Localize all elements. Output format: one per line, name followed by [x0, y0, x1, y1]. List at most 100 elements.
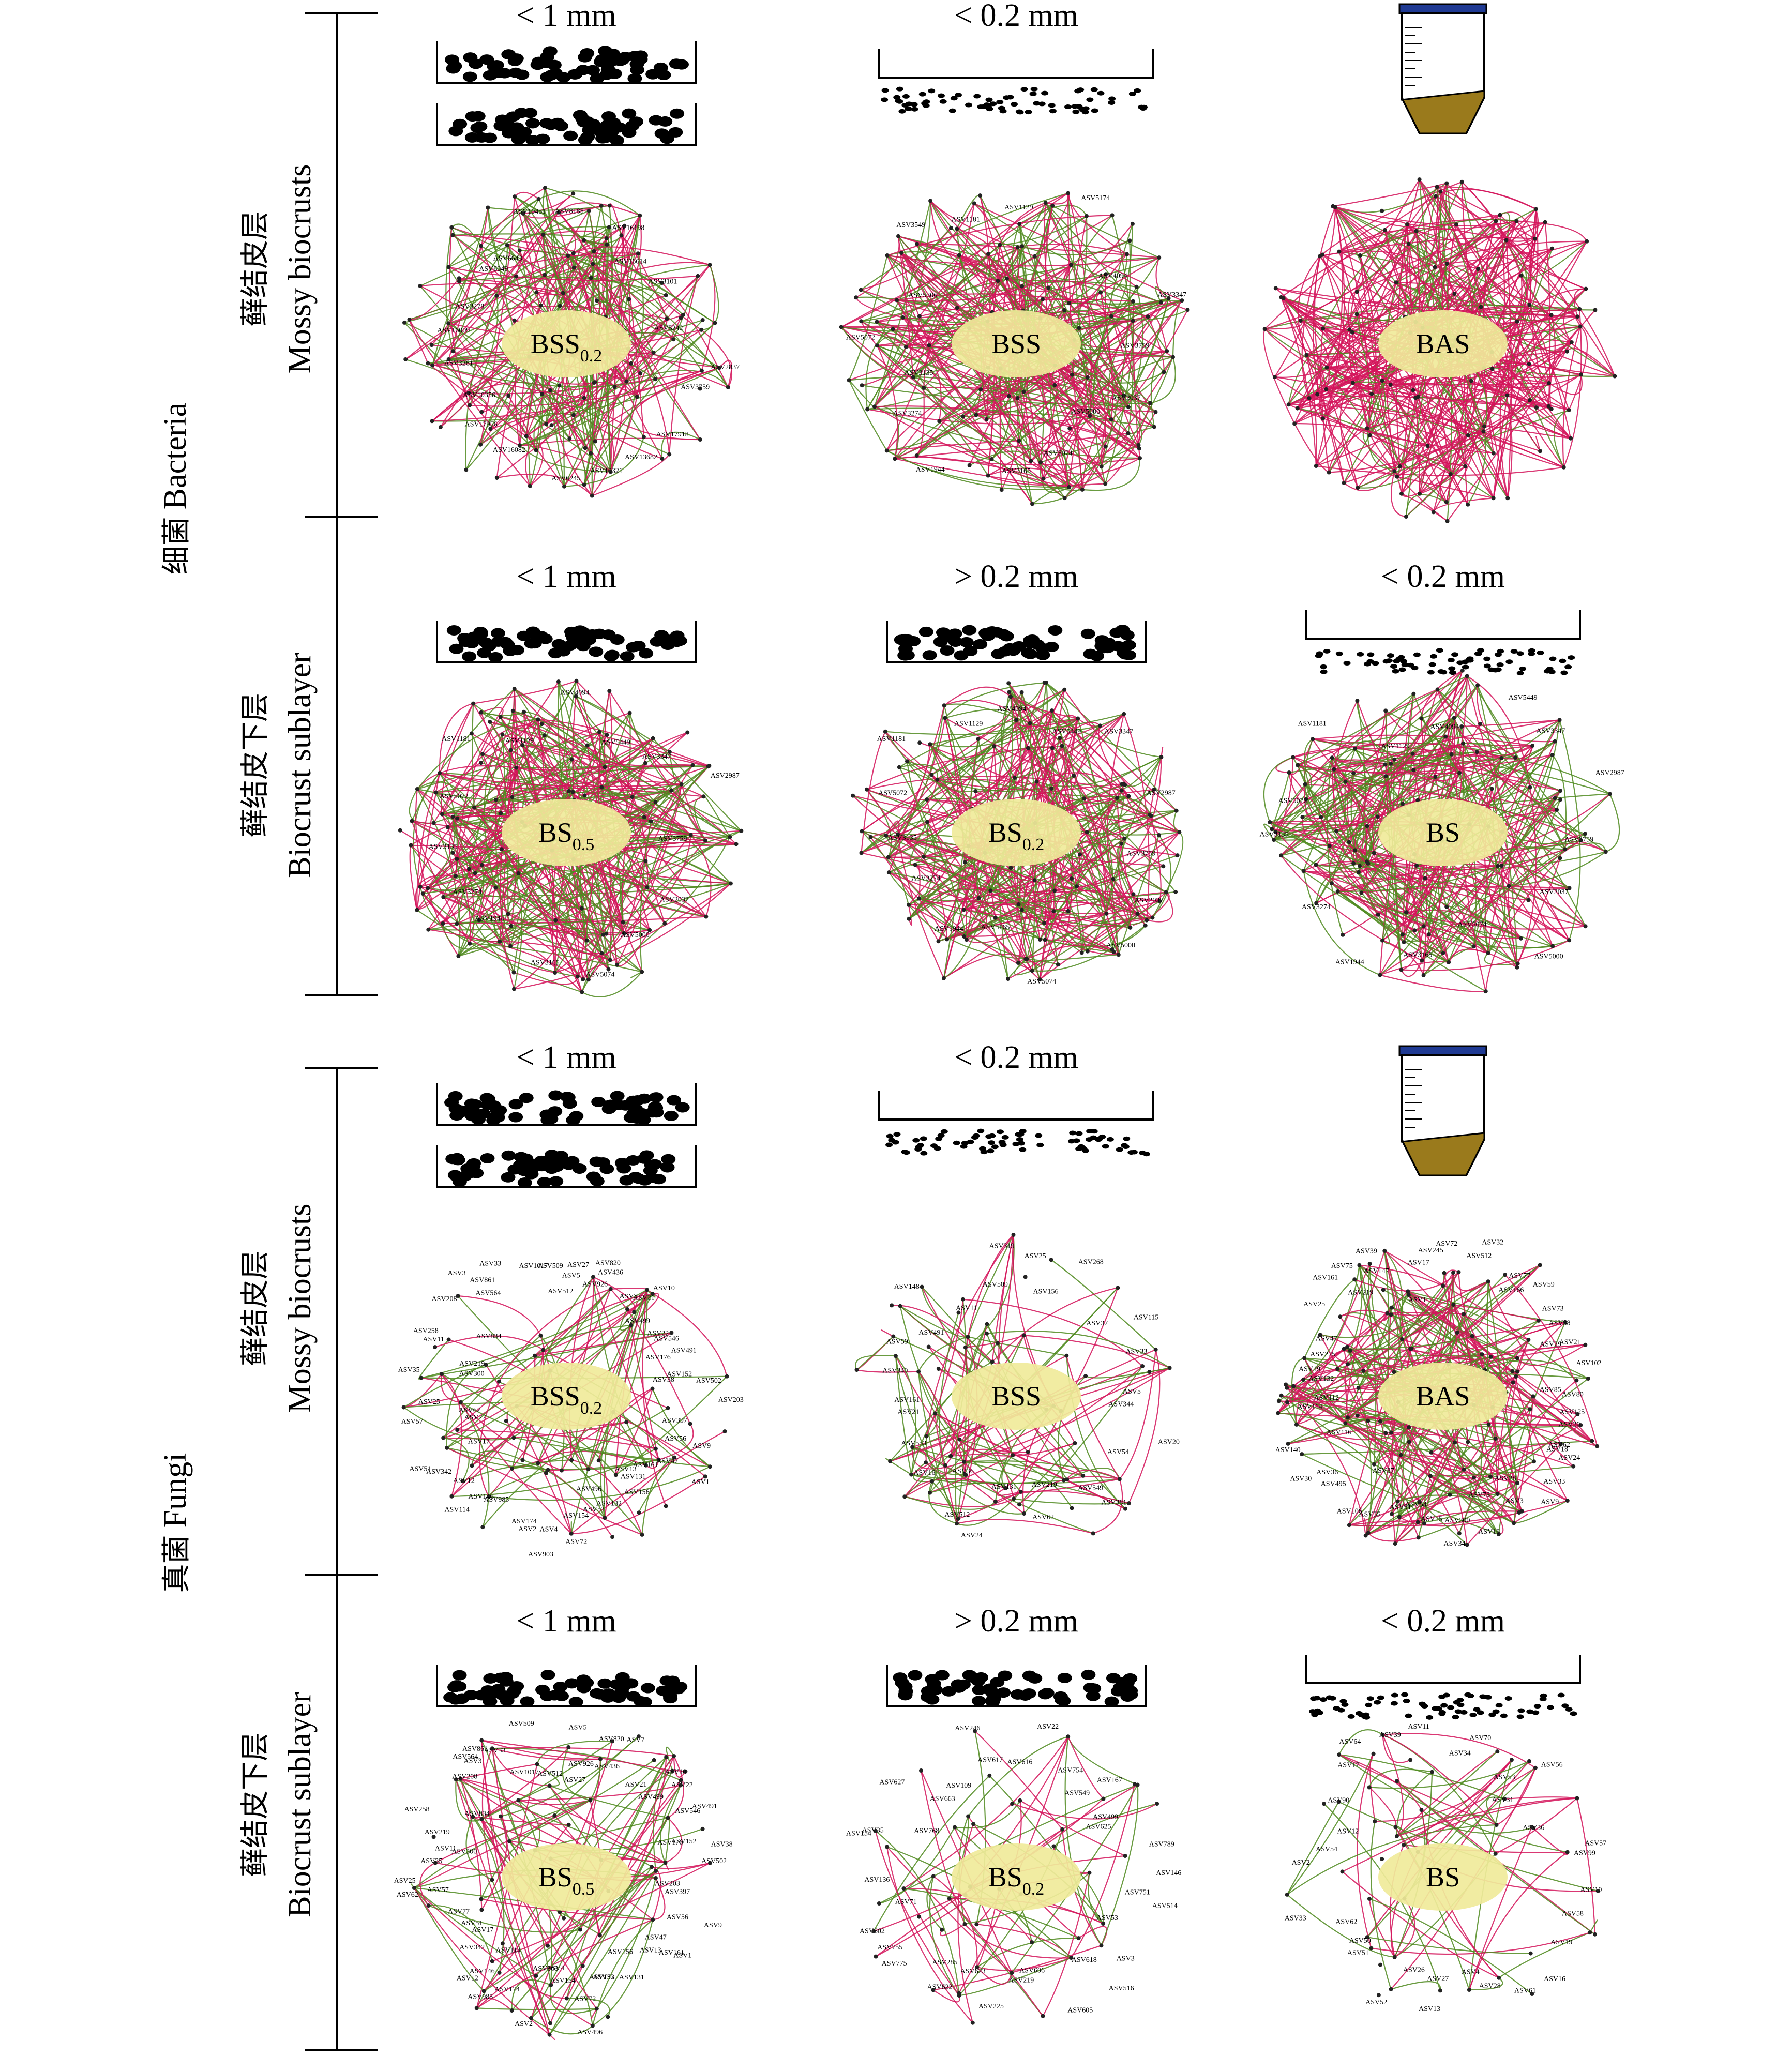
asv-node-label: ASV2037 — [1540, 888, 1569, 896]
network-edge — [1567, 347, 1615, 377]
fine-particle — [1483, 656, 1491, 661]
network-node — [1153, 410, 1158, 414]
group-label-en: Fungi — [158, 1453, 193, 1528]
network-edge — [1297, 675, 1468, 766]
network-node — [1583, 832, 1587, 836]
fine-particle — [1049, 109, 1057, 114]
network-edge — [404, 251, 594, 323]
network-node — [1356, 870, 1361, 874]
network-edge — [439, 772, 682, 788]
fine-particle — [1398, 667, 1406, 672]
network-edge — [448, 215, 640, 324]
network-edge — [567, 255, 702, 371]
asv-node-label: ASV2 — [518, 1525, 536, 1533]
network-edge — [1451, 745, 1533, 757]
network-edge — [916, 387, 925, 456]
network-node — [1448, 1492, 1452, 1497]
size-fraction-header: < 0.2 mm — [954, 1040, 1078, 1075]
network-edge — [1074, 216, 1088, 340]
network-edge — [1025, 958, 1041, 966]
network-node — [1324, 387, 1329, 391]
network-node — [1488, 1354, 1493, 1359]
network-node — [1571, 1464, 1576, 1469]
network-node — [1022, 1511, 1026, 1516]
asv-node-label: ASV8185 — [555, 208, 584, 216]
network-node — [567, 789, 571, 793]
size-fraction-header: > 0.2 mm — [954, 1604, 1078, 1639]
network-node — [963, 1345, 968, 1350]
network-node — [1020, 244, 1025, 249]
fine-particle — [939, 99, 947, 104]
fine-particle — [912, 1138, 920, 1143]
network-edge — [1281, 296, 1494, 498]
network-node — [511, 1435, 516, 1440]
network-node — [976, 737, 981, 741]
network-node — [653, 800, 658, 804]
network-node — [667, 750, 672, 754]
network-node — [589, 451, 593, 456]
asv-node-label: ASV1944 — [475, 915, 504, 923]
network-edge — [408, 319, 429, 364]
network-edge — [1124, 277, 1137, 288]
network-node — [1577, 307, 1582, 311]
network-node — [1110, 947, 1115, 951]
network-node — [1291, 1384, 1296, 1388]
particle — [598, 46, 613, 56]
network-edge — [1040, 458, 1140, 475]
asv-node-label: ASV5 — [562, 1272, 580, 1279]
network-node — [1603, 850, 1608, 854]
fine-particle — [1025, 110, 1032, 115]
network-edge — [591, 251, 595, 496]
sample-label: BSS0.2 — [531, 328, 603, 366]
network-node — [1330, 755, 1334, 760]
network-node — [1098, 290, 1103, 295]
network-node — [456, 954, 461, 958]
fine-particle — [1012, 1141, 1020, 1146]
fine-particle — [1035, 1133, 1043, 1138]
network-edge — [1437, 186, 1535, 239]
network-node — [479, 863, 484, 867]
network-node — [1177, 830, 1182, 835]
asv-node-label: ASV4 — [539, 1526, 558, 1534]
network-edge — [897, 834, 1138, 915]
asv-node-label: ASV6245 — [551, 475, 580, 482]
asv-node-label: ASV57 — [427, 1886, 449, 1894]
fine-particle — [937, 1133, 945, 1138]
network-edge — [901, 252, 977, 416]
network-node — [599, 785, 604, 790]
asv-node-label: ASV35 — [420, 1857, 442, 1865]
network-node — [1489, 787, 1494, 791]
fine-particle — [1108, 96, 1116, 101]
network-node — [1111, 876, 1116, 881]
network-edge — [964, 894, 1134, 938]
network-node — [558, 304, 562, 308]
asv-node-label: ASV4094 — [1430, 723, 1459, 731]
network-edge — [458, 865, 484, 957]
network-node — [508, 944, 513, 948]
network-node — [1131, 892, 1136, 897]
fine-particle — [985, 97, 993, 102]
network-node — [1070, 1506, 1074, 1510]
network-node — [569, 757, 574, 762]
network-node — [962, 860, 967, 865]
network-node — [1461, 741, 1466, 746]
network-node — [581, 977, 585, 981]
asv-node-label: ASV553 — [901, 1440, 926, 1447]
network-edge — [1529, 209, 1539, 305]
network-node — [1279, 1393, 1284, 1398]
network-edge — [866, 776, 1122, 791]
network-node — [1538, 449, 1543, 453]
network-edge — [1030, 713, 1124, 731]
network-edge — [480, 196, 516, 445]
network-node — [499, 811, 503, 815]
fine-particle — [901, 1149, 909, 1154]
network-node — [653, 377, 658, 382]
network-node — [1295, 406, 1300, 411]
network-node — [907, 902, 911, 907]
network-node — [597, 1933, 602, 1938]
particle — [667, 1095, 682, 1106]
fine-particle — [923, 99, 930, 104]
particle — [476, 1108, 491, 1119]
network-node — [1167, 1366, 1172, 1370]
network-node — [1383, 1431, 1388, 1435]
